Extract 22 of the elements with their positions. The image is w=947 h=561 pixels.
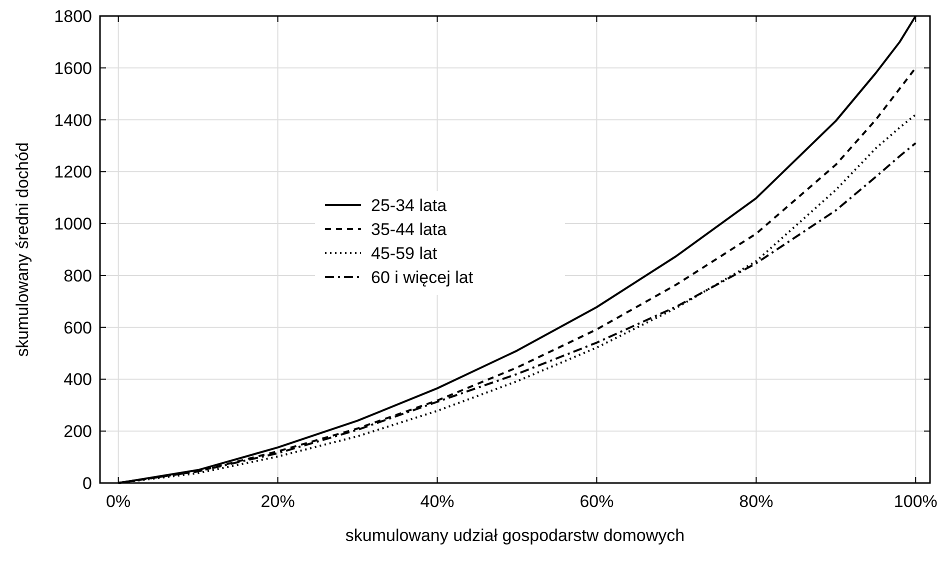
- x-tick-label: 20%: [260, 492, 295, 511]
- x-tick-label: 40%: [420, 492, 454, 511]
- y-tick-label: 1600: [54, 58, 92, 78]
- legend-label: 45-59 lat: [371, 244, 438, 263]
- x-axis-title: skumulowany udział gospodarstw domowych: [345, 526, 685, 545]
- y-tick-label: 600: [64, 318, 92, 338]
- y-tick-label: 200: [64, 422, 92, 442]
- legend-label: 35-44 lata: [371, 220, 448, 239]
- y-tick-label: 1800: [54, 7, 92, 26]
- x-tick-label: 80%: [739, 492, 774, 511]
- legend-label: 25-34 lata: [371, 196, 448, 215]
- y-tick-label: 1400: [54, 110, 92, 130]
- legend-label: 60 i więcej lat: [371, 268, 474, 287]
- x-tick-label: 0%: [106, 492, 131, 511]
- x-tick-label: 100%: [894, 492, 938, 511]
- y-tick-label: 1200: [54, 162, 92, 182]
- y-tick-label: 1000: [54, 214, 92, 234]
- y-tick-label: 400: [64, 370, 92, 390]
- y-tick-label: 800: [64, 266, 92, 286]
- y-axis-title: skumulowany średni dochód: [13, 142, 32, 357]
- x-tick-label: 60%: [580, 492, 614, 511]
- y-tick-label: 0: [82, 474, 92, 493]
